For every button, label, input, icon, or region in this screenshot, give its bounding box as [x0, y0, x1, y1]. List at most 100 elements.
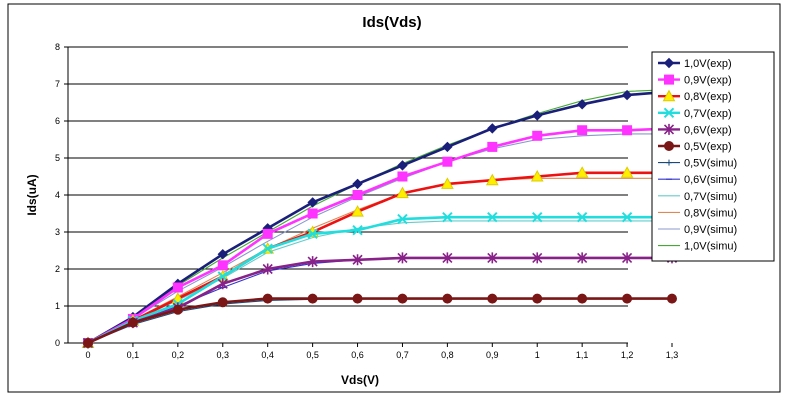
data-point	[442, 211, 453, 223]
legend-label: 1,0V(exp)	[684, 58, 732, 70]
x-axis-ticks: 0 0,1 0,2 0,3 0,4 0,5 0,6 0,7 0,8 0,9 1 1,1 1,2 1,3	[85, 343, 678, 360]
legend-label: 0,5V(simu)	[684, 158, 737, 170]
data-point	[262, 293, 273, 304]
legend-label: 0,9V(exp)	[684, 75, 732, 87]
legend-item: 1,0V(exp)	[658, 57, 732, 70]
data-point	[532, 110, 543, 121]
data-point	[217, 278, 228, 290]
data-point	[532, 293, 543, 304]
data-point	[217, 297, 228, 308]
data-point	[397, 160, 408, 171]
data-point	[532, 130, 543, 141]
y-tick-label: 5	[55, 153, 60, 163]
data-point	[397, 252, 408, 264]
legend-item: 0,9V(simu)	[658, 224, 737, 236]
series-line	[87, 256, 672, 345]
x-tick-label: 0,9	[486, 350, 499, 360]
legend: 1,0V(exp) 0,9V(exp) 0,8V(exp) 0,7V(exp) 0,6V…	[658, 57, 737, 253]
series-11	[87, 133, 672, 344]
legend-box	[651, 51, 775, 262]
x-axis-title: Vds(V)	[341, 373, 379, 387]
x-tick-label: 0,8	[441, 350, 454, 360]
legend-item: 0,5V(exp)	[658, 141, 732, 153]
legend-label: 0,8V(simu)	[684, 207, 737, 219]
legend-item: 0,5V(simu)	[658, 158, 737, 170]
legend-item: 0,6V(exp)	[658, 123, 732, 136]
data-point	[217, 271, 228, 282]
data-point	[442, 156, 453, 167]
x-tick-label: 0,2	[172, 350, 185, 360]
data-point	[307, 293, 318, 304]
data-point	[487, 211, 498, 223]
series-6	[83, 293, 677, 348]
legend-item: 0,8V(simu)	[658, 207, 737, 219]
data-point	[442, 141, 453, 153]
data-point	[622, 252, 633, 264]
legend-marker	[662, 89, 676, 102]
data-point	[485, 173, 499, 186]
data-point	[127, 317, 138, 328]
x-tick-label: 0,5	[306, 350, 319, 360]
data-point	[83, 338, 93, 348]
data-point	[621, 211, 633, 223]
data-point	[397, 213, 408, 225]
legend-marker	[663, 57, 675, 69]
y-tick-label: 2	[55, 264, 60, 274]
legend-marker	[666, 159, 672, 166]
x-tick-label: 1	[535, 350, 540, 360]
data-point	[620, 166, 634, 178]
x-tick-label: 1,1	[576, 350, 589, 360]
data-point	[532, 211, 543, 223]
data-point	[352, 224, 363, 236]
chart-title: Ids(Vds)	[362, 14, 421, 31]
legend-item: 1,0V(simu)	[658, 241, 737, 253]
y-tick-label: 6	[55, 116, 60, 126]
legend-item: 0,7V(exp)	[658, 107, 732, 120]
y-tick-label: 1	[55, 301, 60, 311]
data-point	[262, 243, 273, 254]
data-point	[621, 89, 633, 101]
data-point	[172, 282, 183, 293]
x-tick-label: 1,2	[621, 350, 634, 360]
legend-item: 0,9V(exp)	[658, 74, 732, 87]
legend-marker	[664, 74, 674, 85]
x-tick-label: 0	[85, 350, 90, 360]
data-point	[487, 123, 498, 134]
data-point	[352, 178, 363, 190]
series-line	[87, 171, 672, 345]
data-point	[487, 293, 498, 304]
legend-label: 0,7V(exp)	[684, 108, 732, 120]
data-point	[397, 293, 408, 304]
legend-label: 0,6V(simu)	[684, 174, 737, 186]
data-point	[396, 186, 409, 199]
series-line	[87, 215, 672, 345]
data-point	[575, 166, 589, 178]
data-point	[397, 171, 408, 182]
data-point	[577, 293, 588, 304]
y-axis-title: Ids(uA)	[25, 174, 39, 215]
data-point	[262, 263, 273, 275]
data-point	[622, 293, 633, 304]
y-axis-ticks: 0 1 2 3 4 5 6 7 8	[55, 42, 68, 348]
x-tick-label: 0,1	[127, 350, 140, 360]
data-point	[352, 293, 363, 304]
legend-label: 0,7V(simu)	[684, 191, 737, 203]
x-tick-label: 0,3	[217, 350, 230, 360]
data-point	[307, 256, 318, 268]
series-line	[87, 133, 672, 344]
series-line	[87, 297, 672, 345]
x-tick-label: 0,4	[261, 350, 274, 360]
y-tick-label: 7	[55, 79, 60, 89]
x-tick-label: 0,7	[396, 350, 409, 360]
series-line	[87, 127, 673, 345]
data-point	[576, 99, 588, 110]
data-point	[667, 293, 677, 304]
legend-marker	[663, 107, 675, 119]
data-point	[307, 208, 318, 219]
data-point	[217, 260, 228, 271]
legend-label: 0,6V(exp)	[684, 124, 732, 136]
y-tick-label: 3	[55, 227, 60, 237]
data-point	[352, 254, 363, 266]
data-point	[487, 252, 498, 264]
data-point	[352, 190, 363, 200]
